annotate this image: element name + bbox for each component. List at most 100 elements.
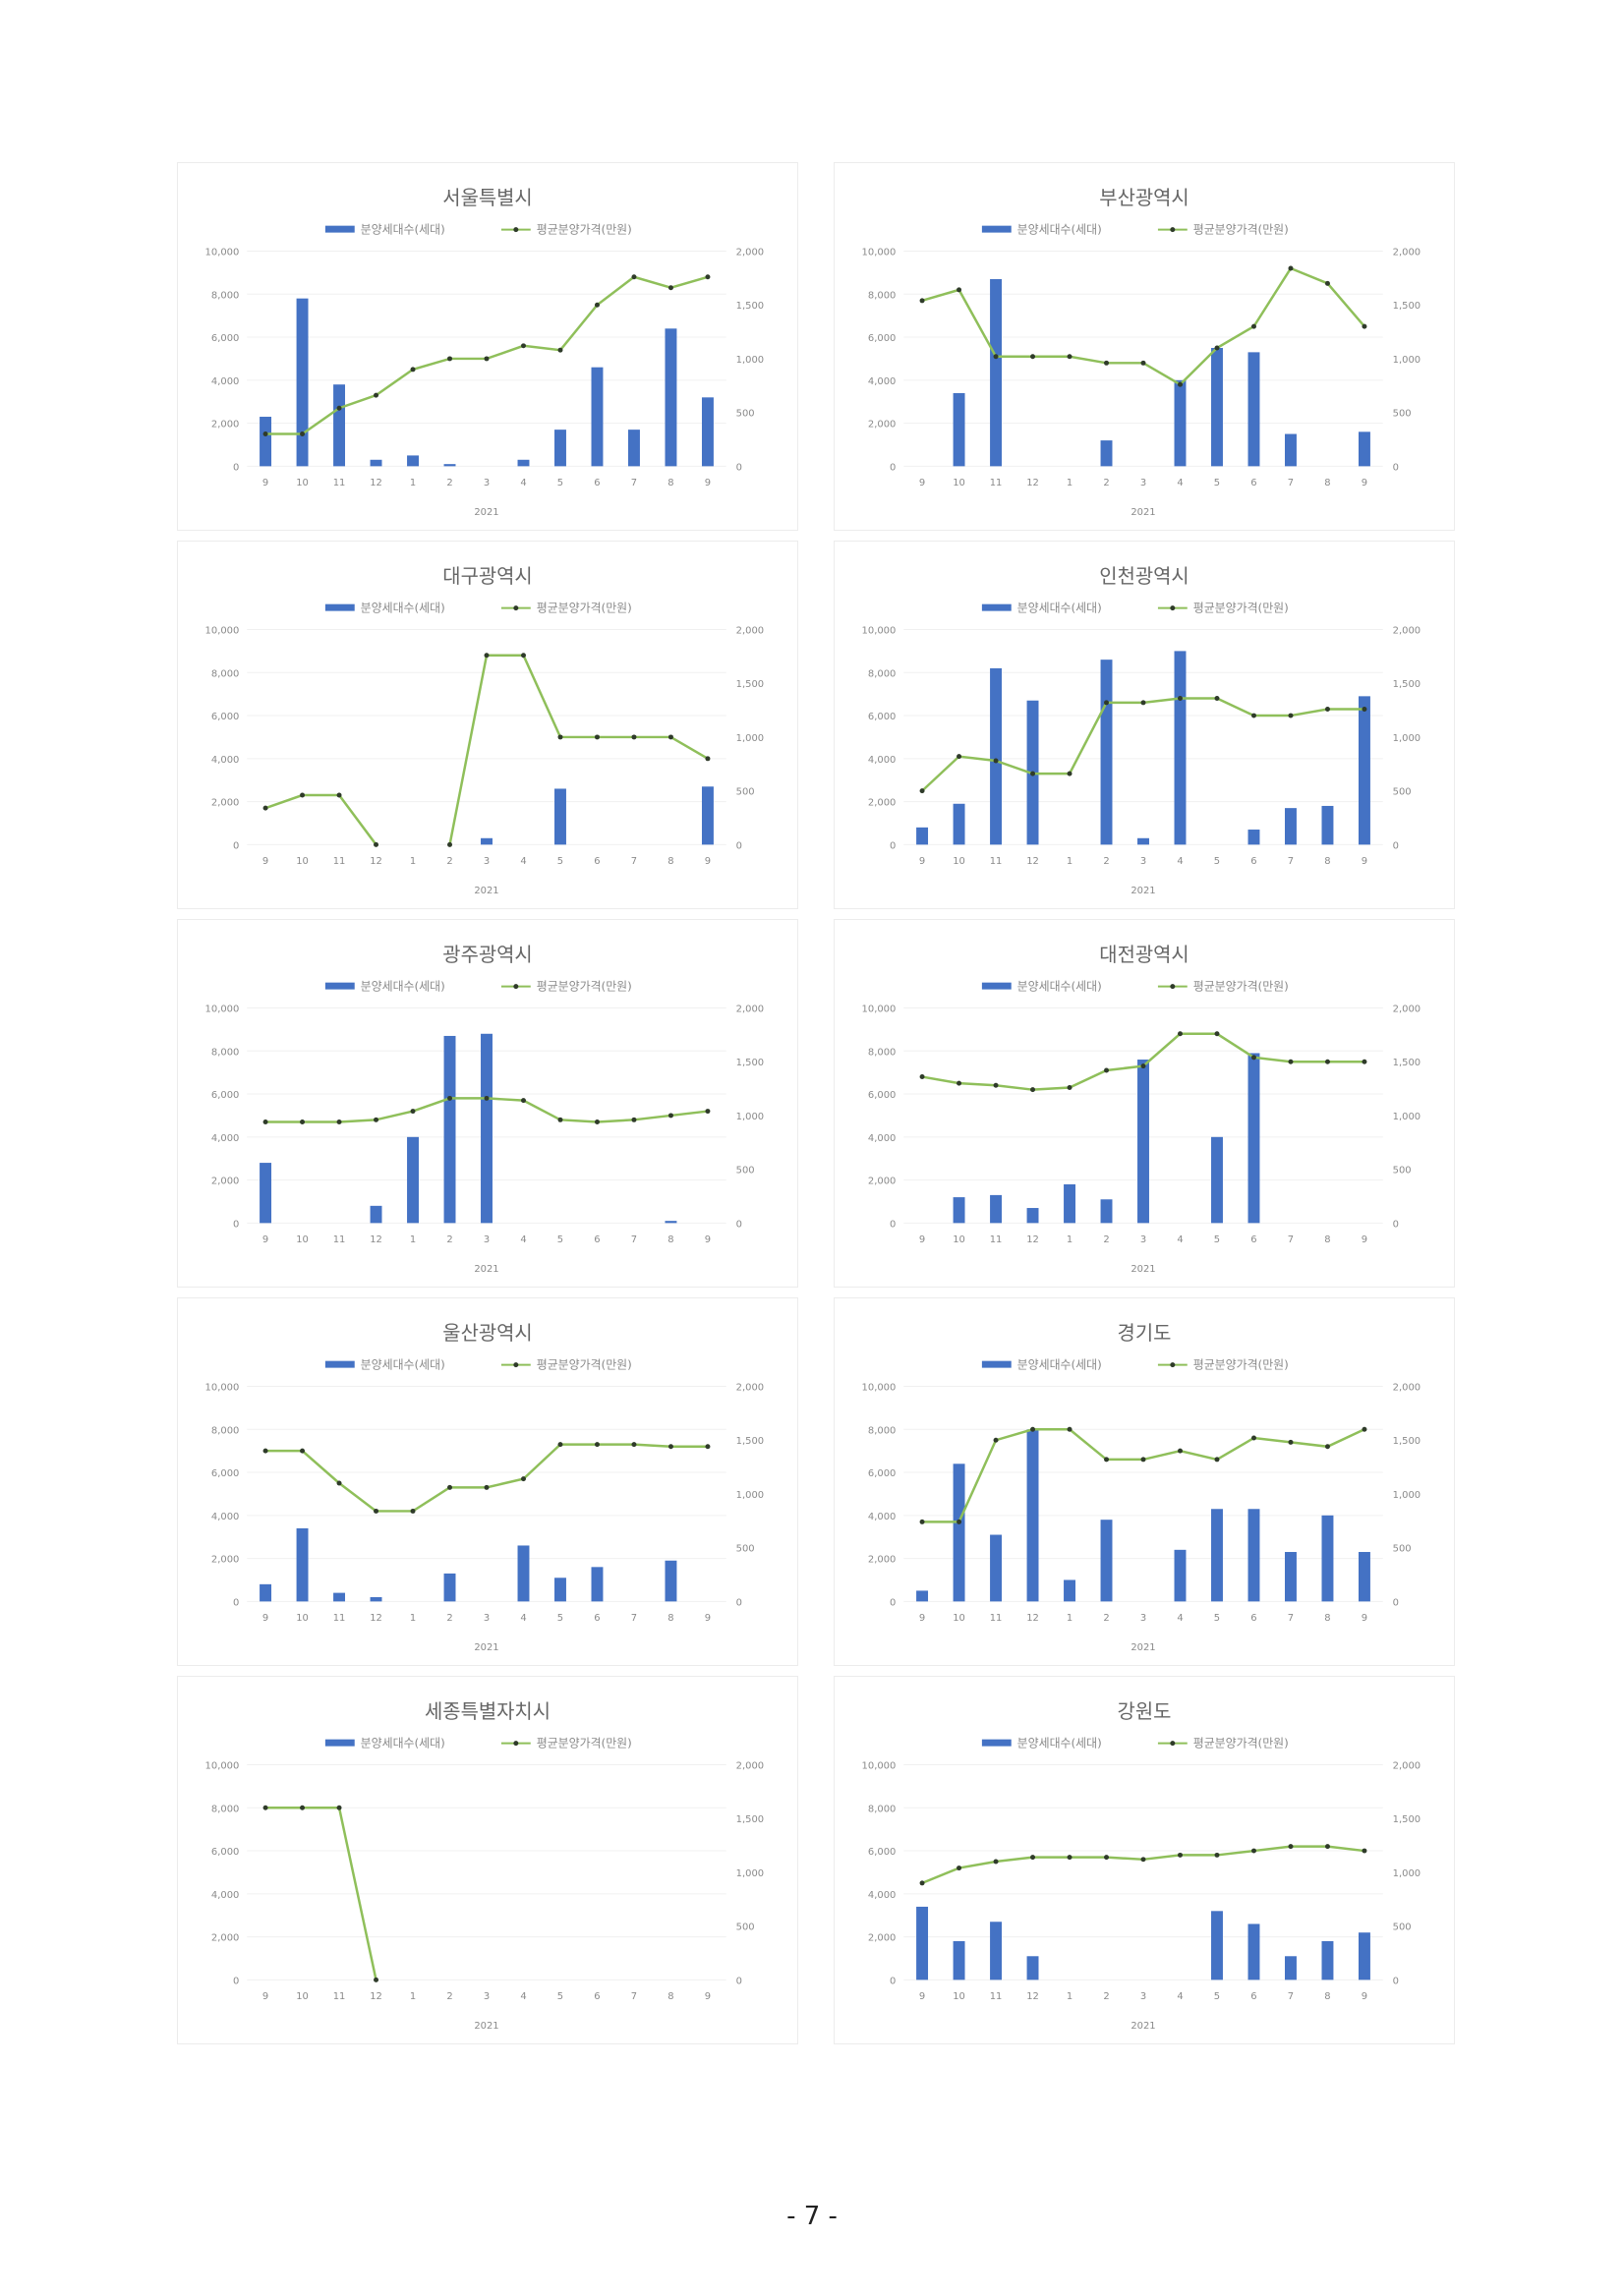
bar bbox=[1026, 1429, 1039, 1602]
right-axis-tick: 1,000 bbox=[1393, 1868, 1421, 1879]
line-point bbox=[521, 653, 526, 659]
right-axis-tick: 500 bbox=[736, 1544, 755, 1555]
bar bbox=[1285, 433, 1297, 467]
x-axis-label: 2021 bbox=[474, 886, 498, 896]
bar bbox=[953, 1940, 965, 1980]
left-axis-tick: 8,000 bbox=[211, 290, 239, 301]
x-tick-label: 4 bbox=[520, 478, 526, 488]
left-axis-tick: 4,000 bbox=[868, 1133, 896, 1144]
bar bbox=[1358, 1932, 1370, 1980]
right-axis-tick: 500 bbox=[736, 409, 755, 420]
left-axis-tick: 0 bbox=[233, 840, 239, 851]
line-point bbox=[594, 734, 600, 740]
x-tick-label: 1 bbox=[410, 856, 416, 867]
bar bbox=[1100, 1520, 1113, 1602]
line-point bbox=[1362, 323, 1367, 329]
line-series bbox=[265, 1443, 708, 1513]
line-point bbox=[262, 1805, 268, 1810]
x-tick-label: 9 bbox=[262, 856, 268, 867]
x-tick-label: 5 bbox=[1214, 1613, 1220, 1624]
legend-bar-swatch bbox=[981, 1739, 1012, 1747]
line-point bbox=[957, 287, 962, 293]
x-tick-label: 10 bbox=[953, 1234, 965, 1245]
right-axis-tick: 500 bbox=[1393, 1544, 1412, 1555]
left-axis-tick: 6,000 bbox=[211, 1468, 239, 1479]
x-tick-label: 7 bbox=[631, 1234, 637, 1245]
line-point bbox=[667, 285, 673, 291]
x-tick-label: 9 bbox=[262, 1234, 268, 1245]
line-point bbox=[957, 1080, 962, 1086]
bar bbox=[370, 1596, 382, 1602]
line-series bbox=[448, 654, 709, 845]
right-axis-tick: 2,000 bbox=[1393, 247, 1421, 258]
line-point bbox=[1104, 1855, 1110, 1861]
right-axis-tick: 1,000 bbox=[736, 1868, 764, 1879]
x-tick-label: 3 bbox=[1140, 1613, 1146, 1624]
x-tick-label: 6 bbox=[594, 1234, 600, 1245]
x-tick-label: 2 bbox=[1103, 1613, 1109, 1624]
legend-line-label: 평균분양가격(만원) bbox=[537, 223, 632, 237]
x-tick-label: 10 bbox=[296, 856, 309, 867]
left-axis-tick: 2,000 bbox=[211, 1555, 239, 1566]
x-tick-label: 1 bbox=[410, 1991, 416, 2002]
bar bbox=[1321, 1940, 1334, 1980]
x-tick-label: 1 bbox=[410, 478, 416, 488]
bar bbox=[1247, 1923, 1260, 1980]
line-point bbox=[667, 1113, 673, 1119]
chart-3: 대구광역시 분양세대수(세대) 평균분양가격(만원) 0 2,000 4,000 6,000… bbox=[177, 541, 798, 909]
x-tick-label: 12 bbox=[370, 856, 382, 867]
x-tick-label: 3 bbox=[484, 1234, 490, 1245]
x-tick-label: 8 bbox=[667, 1991, 673, 2002]
x-tick-label: 11 bbox=[333, 1234, 346, 1245]
line-point bbox=[1362, 1426, 1367, 1432]
right-axis-tick: 1,500 bbox=[736, 679, 764, 690]
x-axis-label: 2021 bbox=[474, 507, 498, 518]
line-point bbox=[1250, 323, 1256, 329]
legend-line-label: 평균분양가격(만원) bbox=[1193, 223, 1289, 237]
left-axis-tick: 8,000 bbox=[211, 1804, 239, 1814]
left-axis-tick: 8,000 bbox=[211, 1047, 239, 1058]
line-point bbox=[1140, 1857, 1146, 1863]
x-tick-label: 10 bbox=[953, 1613, 965, 1624]
bar bbox=[260, 417, 272, 467]
x-tick-label: 8 bbox=[667, 478, 673, 488]
right-axis-tick: 2,000 bbox=[736, 625, 764, 636]
line-point bbox=[1104, 700, 1110, 706]
right-axis-tick: 500 bbox=[736, 1923, 755, 1933]
x-tick-label: 3 bbox=[1140, 856, 1146, 867]
x-tick-label: 11 bbox=[990, 1613, 1003, 1624]
line-point bbox=[1104, 1457, 1110, 1463]
bar bbox=[916, 827, 929, 845]
x-tick-label: 12 bbox=[1026, 1613, 1039, 1624]
line-point bbox=[631, 274, 637, 280]
left-axis-tick: 2,000 bbox=[211, 1933, 239, 1944]
x-tick-label: 1 bbox=[1067, 856, 1073, 867]
left-axis-tick: 6,000 bbox=[868, 1847, 896, 1858]
bar bbox=[1285, 1552, 1297, 1602]
x-tick-label: 3 bbox=[1140, 1991, 1146, 2002]
bar bbox=[953, 1464, 965, 1602]
x-tick-label: 5 bbox=[557, 1991, 563, 2002]
right-axis-tick: 1,500 bbox=[1393, 679, 1421, 690]
bar bbox=[953, 1197, 965, 1224]
legend-line-label: 평균분양가격(만원) bbox=[537, 980, 632, 994]
right-axis-tick: 500 bbox=[1393, 787, 1412, 798]
chart-title: 서울특별시 bbox=[442, 187, 532, 209]
line-point bbox=[336, 792, 342, 798]
x-tick-label: 9 bbox=[1362, 1234, 1367, 1245]
left-axis-tick: 0 bbox=[890, 840, 896, 851]
x-tick-label: 8 bbox=[667, 856, 673, 867]
legend-line-label: 평균분양가격(만원) bbox=[537, 602, 632, 615]
line-point bbox=[1362, 1059, 1367, 1064]
line-series bbox=[921, 1845, 1365, 1885]
x-tick-label: 11 bbox=[990, 478, 1003, 488]
chart-title: 인천광역시 bbox=[1099, 565, 1189, 588]
line-point bbox=[993, 354, 999, 360]
legend-bar-swatch bbox=[981, 225, 1012, 233]
x-tick-label: 1 bbox=[1067, 1991, 1073, 2002]
x-tick-label: 8 bbox=[1324, 1613, 1330, 1624]
line-point bbox=[1067, 1084, 1073, 1090]
